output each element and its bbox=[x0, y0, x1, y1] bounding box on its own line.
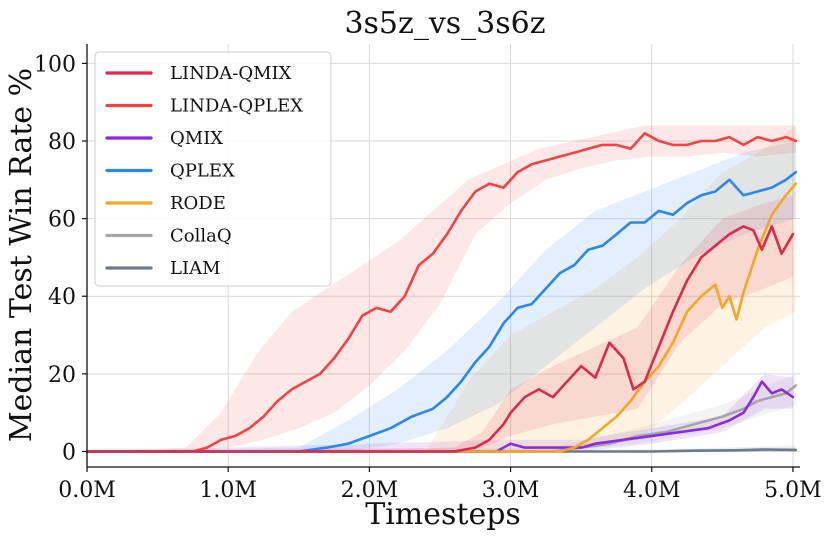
legend-items: LINDA-QMIX LINDA-QPLEX QMIX QPLEX RODE CollaQ… bbox=[105, 63, 303, 279]
tick-labels: 0.0M 1.0M 2.0M 3.0M 4.0M 5.0M 0 20 40 60 80 100 bbox=[34, 52, 822, 503]
confidence-band-linda-qplex bbox=[87, 125, 796, 452]
legend-label-linda-qplex: LINDA-QPLEX bbox=[170, 96, 303, 117]
chart-title: 3s5z_vs_3s6z bbox=[344, 6, 545, 41]
x-tick-label: 4.0M bbox=[623, 478, 681, 503]
series-line-linda-qmix bbox=[85, 225, 795, 453]
series-line-qplex bbox=[85, 170, 798, 453]
series-line-linda-qplex bbox=[85, 132, 798, 453]
legend-label-rode: RODE bbox=[170, 193, 226, 214]
x-tick-label: 2.0M bbox=[341, 478, 399, 503]
confidence-band-linda-qmix bbox=[87, 195, 793, 452]
series-line-rode bbox=[85, 182, 798, 453]
y-tick-label: 80 bbox=[48, 130, 76, 155]
y-tick-label: 100 bbox=[34, 52, 76, 77]
y-tick-label: 20 bbox=[48, 363, 76, 388]
x-axis-label: Timesteps bbox=[365, 497, 521, 532]
legend-label-linda-qmix: LINDA-QMIX bbox=[170, 63, 292, 84]
x-tick-label: 1.0M bbox=[199, 478, 257, 503]
legend-label-qmix: QMIX bbox=[170, 128, 223, 149]
series-lines bbox=[85, 132, 798, 453]
x-tick-label: 5.0M bbox=[764, 478, 822, 503]
y-axis-label: Median Test Win Rate % bbox=[4, 68, 39, 442]
legend: LINDA-QMIX LINDA-QPLEX QMIX QPLEX RODE CollaQ… bbox=[94, 51, 332, 287]
confidence-band-rode bbox=[87, 125, 796, 452]
axes bbox=[86, 44, 800, 468]
legend-box bbox=[94, 51, 332, 287]
x-tick-label: 3.0M bbox=[482, 478, 540, 503]
legend-label-qplex: QPLEX bbox=[170, 161, 235, 182]
confidence-bands bbox=[87, 125, 796, 452]
y-tick-label: 0 bbox=[62, 440, 76, 465]
legend-label-liam: LIAM bbox=[170, 258, 221, 279]
x-tick-label: 0.0M bbox=[58, 478, 116, 503]
confidence-band-qplex bbox=[87, 141, 796, 452]
confidence-band-liam bbox=[87, 445, 796, 452]
legend-label-collaq: CollaQ bbox=[170, 226, 232, 247]
series-line-qmix bbox=[85, 380, 795, 453]
y-tick-label: 60 bbox=[48, 208, 76, 233]
y-tick-label: 40 bbox=[48, 285, 76, 310]
